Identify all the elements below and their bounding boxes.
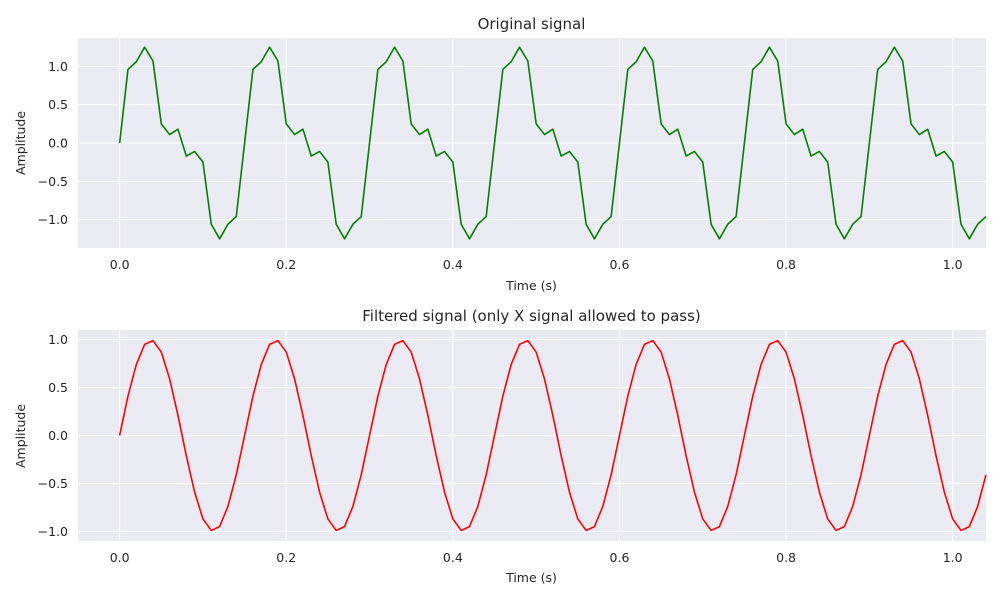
x-tick-label: 1.0 <box>943 257 963 272</box>
y-tick-label: 1.0 <box>48 59 68 74</box>
y-tick-label: 1.0 <box>48 332 68 347</box>
x-tick-label: 0.4 <box>443 550 463 565</box>
x-tick-label: 0.0 <box>110 257 130 272</box>
subplot-title: Original signal <box>478 15 586 33</box>
y-tick-label: −0.5 <box>38 476 68 491</box>
x-tick-label: 0.2 <box>276 550 296 565</box>
x-tick-label: 0.8 <box>776 550 796 565</box>
series-line-group <box>118 46 987 240</box>
x-axis-label: Time (s) <box>505 570 557 585</box>
y-tick-label: 0.5 <box>48 97 68 112</box>
x-tick-label: 0.6 <box>610 550 630 565</box>
y-ticks: −1.0 −0.5 0.0 0.5 1.0 <box>38 59 68 227</box>
x-ticks: 0.0 0.2 0.4 0.6 0.8 1.0 <box>110 257 963 272</box>
subplot-title: Filtered signal (only X signal allowed t… <box>362 307 701 325</box>
x-axis-label: Time (s) <box>505 278 557 293</box>
subplot-filtered: Filtered signal (only X signal allowed t… <box>13 307 987 585</box>
y-tick-label: −1.0 <box>38 524 68 539</box>
x-tick-label: 0.4 <box>443 257 463 272</box>
x-tick-label: 1.0 <box>943 550 963 565</box>
grid <box>78 330 986 541</box>
x-tick-label: 0.8 <box>776 257 796 272</box>
y-tick-label: −1.0 <box>38 212 68 227</box>
series-line <box>118 46 987 240</box>
x-tick-label: 0.6 <box>610 257 630 272</box>
y-axis-label: Amplitude <box>13 111 28 175</box>
series-line <box>118 339 987 532</box>
y-ticks: −1.0 −0.5 0.0 0.5 1.0 <box>38 332 68 539</box>
y-tick-label: 0.0 <box>48 136 68 151</box>
y-axis-label: Amplitude <box>13 404 28 468</box>
y-tick-label: 0.5 <box>48 380 68 395</box>
x-ticks: 0.0 0.2 0.4 0.6 0.8 1.0 <box>110 550 963 565</box>
y-tick-label: 0.0 <box>48 428 68 443</box>
subplot-original: Original signal 0.0 0.2 0.4 0.6 0.8 1.0 −1.0−… <box>13 15 987 293</box>
x-tick-label: 0.2 <box>276 257 296 272</box>
y-tick-label: −0.5 <box>38 174 68 189</box>
x-tick-label: 0.0 <box>110 550 130 565</box>
series-line-group <box>118 339 987 532</box>
